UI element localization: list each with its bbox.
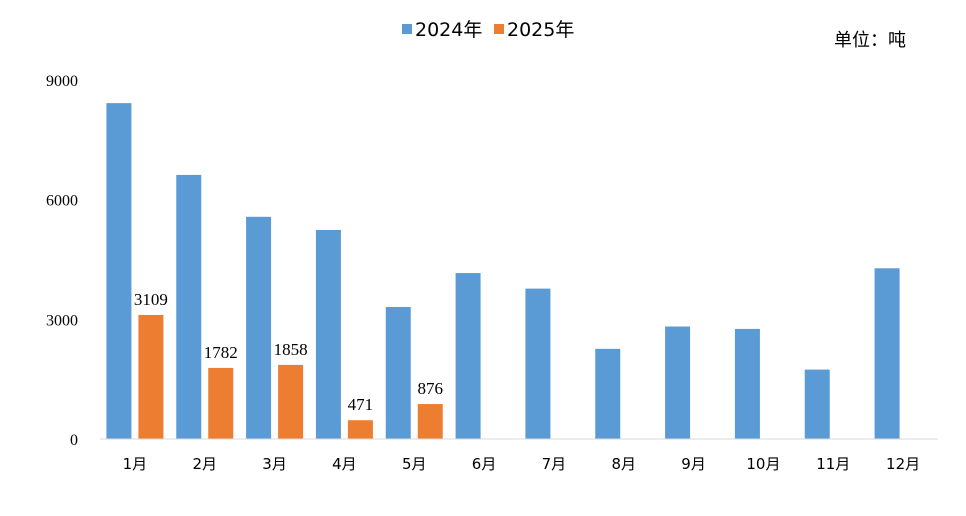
bar-2024	[246, 216, 272, 439]
y-tick-label: 9000	[46, 73, 78, 90]
bar-2024	[176, 174, 202, 440]
bar-2024	[734, 328, 760, 439]
x-tick-label: 2月	[192, 455, 217, 473]
x-tick-label: 5月	[402, 455, 427, 473]
bar-2024	[106, 103, 132, 439]
data-label: 876	[418, 379, 444, 398]
x-tick-label: 4月	[332, 455, 357, 473]
bars-group	[106, 103, 900, 440]
data-label: 471	[348, 395, 374, 414]
x-axis-ticks: 1月 2月 3月 4月 5月 6月 7月 8月 9月 10月 11月 12月	[123, 455, 920, 473]
x-tick-label: 10月	[746, 455, 780, 473]
y-tick-label: 0	[70, 432, 78, 449]
bar-2024	[315, 229, 341, 439]
legend-label-2024: 2024年	[415, 19, 482, 41]
legend-label-2025: 2025年	[507, 19, 574, 41]
x-tick-label: 7月	[542, 455, 567, 473]
legend-swatch-2025	[494, 24, 504, 34]
bar-2024	[525, 288, 551, 439]
bar-2025	[208, 367, 234, 439]
x-tick-label: 12月	[886, 455, 920, 473]
bar-2024	[595, 348, 621, 439]
data-label: 3109	[134, 290, 168, 309]
bar-2024	[874, 268, 900, 439]
bar-2024	[385, 306, 411, 439]
x-tick-label: 1月	[123, 455, 148, 473]
data-label: 1858	[274, 340, 308, 359]
x-tick-label: 9月	[681, 455, 706, 473]
x-tick-label: 11月	[816, 455, 850, 473]
y-tick-label: 3000	[46, 312, 78, 329]
x-tick-label: 8月	[611, 455, 636, 473]
bar-2024	[455, 273, 481, 439]
bar-2025	[278, 364, 304, 439]
data-label: 1782	[204, 343, 238, 362]
y-axis-ticks: 0 3000 6000 9000	[46, 73, 78, 449]
x-tick-label: 3月	[262, 455, 287, 473]
bar-2024	[804, 369, 830, 439]
legend-swatch-2024	[402, 24, 412, 34]
unit-note: 单位：吨	[834, 30, 906, 51]
data-labels-group: 3109 1782 1858 471 876	[134, 290, 443, 414]
x-tick-label: 6月	[472, 455, 497, 473]
y-tick-label: 6000	[46, 193, 78, 210]
bar-2025	[138, 314, 164, 439]
chart-legend: 2024年 2025年	[402, 19, 574, 41]
bar-2025	[417, 404, 443, 439]
bar-2024	[665, 326, 691, 439]
bar-2025	[347, 420, 373, 439]
